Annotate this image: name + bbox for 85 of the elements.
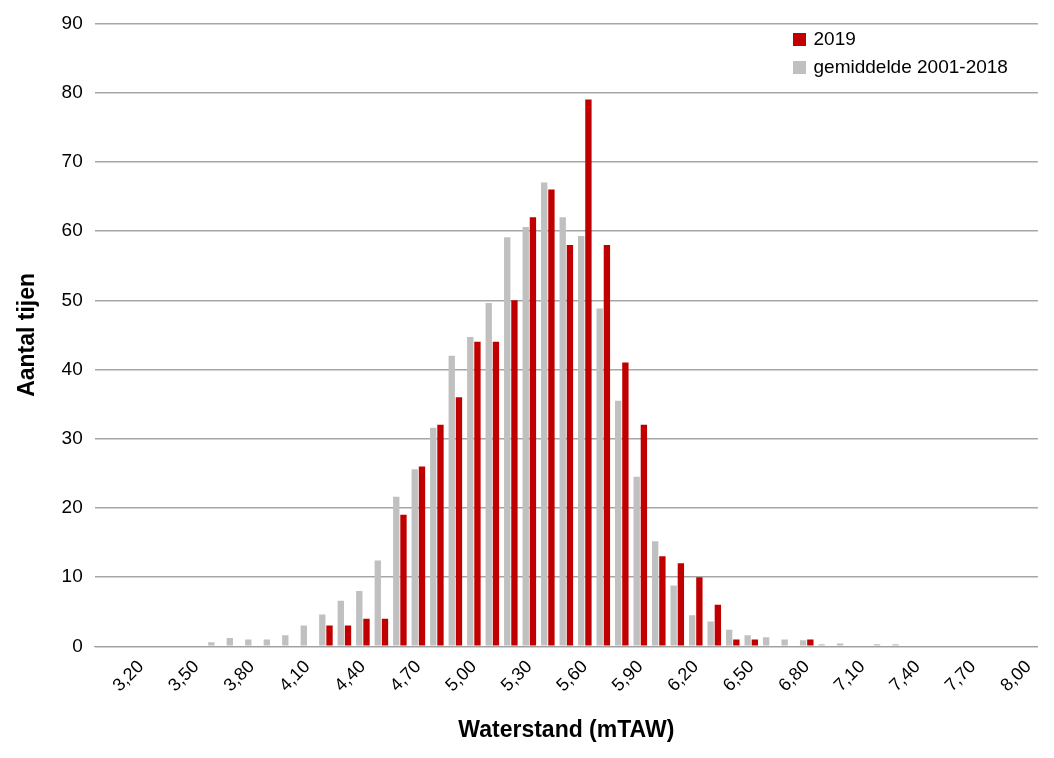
bar (836, 643, 844, 646)
y-tick-label: 90 (61, 11, 83, 33)
bar (548, 189, 555, 646)
bar (529, 217, 537, 646)
bar (541, 182, 548, 646)
bar (522, 226, 529, 646)
bar (511, 300, 518, 646)
y-tick-label: 80 (61, 80, 83, 102)
bar (762, 637, 770, 646)
bar (326, 625, 333, 646)
bar (344, 625, 352, 646)
bar (485, 303, 492, 646)
bar (559, 217, 566, 646)
bar (799, 640, 807, 646)
bar (603, 244, 611, 646)
bar (374, 560, 381, 646)
bar (208, 642, 215, 646)
bar (807, 639, 814, 646)
bar (751, 639, 759, 646)
bar (578, 235, 585, 646)
bar (381, 618, 389, 646)
bar (411, 469, 418, 646)
x-tick-label: 4,40 (330, 656, 370, 696)
y-tick-label: 20 (61, 496, 83, 518)
bar (781, 639, 788, 646)
bar (492, 341, 500, 646)
x-tick-label: 6,50 (718, 656, 758, 696)
bar (448, 355, 455, 646)
x-tick-label: 3,50 (163, 656, 203, 696)
x-tick-label: 4,10 (274, 656, 314, 696)
x-tick-label: 6,80 (774, 656, 814, 696)
x-tick-label: 6,20 (663, 656, 703, 696)
bar (430, 427, 437, 646)
y-tick-label: 0 (72, 634, 83, 656)
x-tick-label: 4,70 (385, 656, 425, 696)
bar (300, 625, 307, 646)
bar (725, 629, 733, 646)
bar (566, 244, 574, 646)
x-tick-label: 5,30 (496, 656, 536, 696)
bar (337, 600, 344, 646)
bar (696, 577, 703, 646)
bar (622, 362, 629, 646)
bar (356, 590, 363, 646)
legend-label: 2019 (813, 27, 856, 52)
x-tick-label: 7,10 (829, 656, 869, 696)
bar (437, 424, 444, 646)
x-tick-label: 7,70 (940, 656, 980, 696)
bar (400, 514, 407, 646)
bar (615, 400, 622, 646)
y-tick-label: 50 (61, 288, 83, 310)
bar (688, 615, 696, 646)
bar (245, 639, 252, 646)
bar (474, 341, 481, 646)
y-tick-label: 70 (61, 150, 83, 172)
x-axis-title: Waterstand (mTAW) (458, 715, 675, 742)
bar (393, 496, 400, 646)
bar (596, 308, 603, 646)
bar (226, 638, 233, 646)
x-tick-label: 5,90 (607, 656, 647, 696)
bar (744, 635, 751, 646)
bar (319, 614, 326, 646)
bar (504, 237, 511, 646)
bar (633, 476, 640, 646)
bar (670, 585, 677, 646)
y-axis-title: Aantal tijen (13, 272, 40, 397)
y-tick-label: 60 (61, 219, 83, 241)
x-tick-label: 7,40 (885, 656, 925, 696)
bar (677, 563, 685, 646)
bar (263, 639, 270, 646)
legend-label: gemiddelde 2001-2018 (813, 55, 1008, 80)
bar (714, 604, 722, 646)
bar (282, 635, 289, 646)
bar (640, 424, 648, 646)
bar (363, 618, 370, 646)
y-tick-label: 30 (61, 426, 83, 448)
y-tick-label: 10 (61, 565, 83, 587)
bar (733, 639, 740, 646)
bar (467, 336, 474, 646)
bar (652, 541, 659, 646)
bar (418, 466, 426, 646)
y-tick-label: 40 (61, 357, 83, 379)
bar (659, 556, 666, 646)
bar (707, 621, 714, 646)
bar (585, 99, 592, 646)
bar (455, 397, 463, 646)
